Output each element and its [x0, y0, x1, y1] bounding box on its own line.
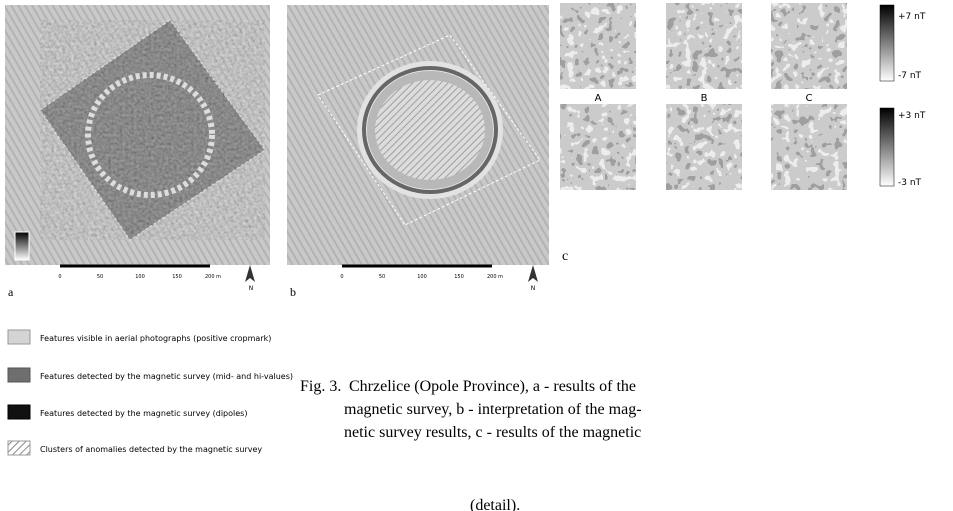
column-label: C — [806, 93, 813, 104]
scale-label: 0 — [58, 274, 61, 280]
map-b — [287, 5, 549, 282]
panel-label: b — [290, 285, 296, 299]
caption-number: Fig. 3. — [300, 378, 341, 395]
scale-label: 200 m — [205, 274, 221, 280]
scale-label: 100 — [417, 274, 427, 280]
map-a — [5, 5, 270, 282]
legend-item: Clusters of anomalies detected by the ma… — [40, 445, 262, 454]
scale-label: 150 — [454, 274, 464, 280]
figure: a 0 50 100 150 200 m Nb 0 50 100 150 200 m N A B Cc +7 n… — [0, 0, 953, 511]
column-label: B — [701, 93, 708, 104]
scale-min: -3 nT — [898, 178, 922, 188]
scale-label: 100 — [135, 274, 145, 280]
scale-min: -7 nT — [898, 71, 922, 81]
scale-max: +7 nT — [898, 12, 926, 22]
caption-line: (detail). — [470, 497, 520, 511]
scale-label: 200 m — [487, 274, 503, 280]
caption-line: magnetic survey, b - interpretation of t… — [344, 401, 642, 418]
legend-item: Features detected by the magnetic survey… — [40, 372, 293, 381]
legend-swatches — [8, 330, 30, 455]
panel-label: a — [8, 285, 14, 299]
legend-item: Features visible in aerial photographs (… — [40, 334, 271, 343]
caption-line: Chrzelice (Opole Province), a - results … — [349, 378, 636, 395]
detail-tiles — [560, 3, 894, 190]
column-label: A — [595, 93, 602, 104]
panel-label: c — [562, 249, 568, 264]
scale-label: 50 — [379, 274, 385, 280]
north-label: N — [531, 285, 536, 292]
scale-max: +3 nT — [898, 111, 926, 121]
scale-label: 0 — [340, 274, 343, 280]
north-label: N — [249, 285, 254, 292]
legend-item: Features detected by the magnetic survey… — [40, 409, 247, 418]
scale-label: 50 — [97, 274, 103, 280]
scale-label: 150 — [172, 274, 182, 280]
caption-line: netic survey results, c - results of the… — [344, 424, 641, 441]
